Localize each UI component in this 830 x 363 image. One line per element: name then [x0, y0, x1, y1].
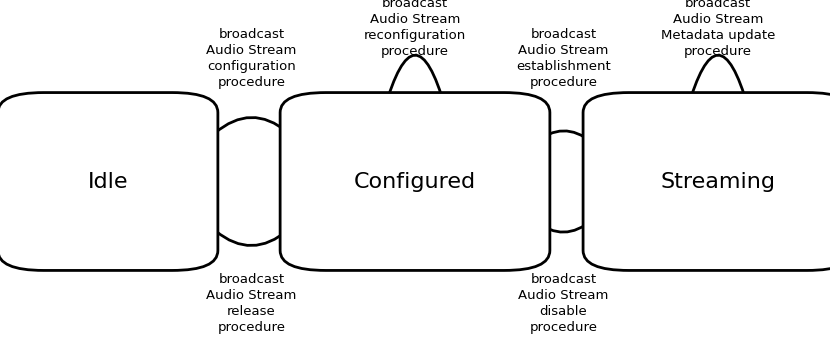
FancyArrowPatch shape — [507, 184, 621, 232]
FancyBboxPatch shape — [281, 93, 550, 270]
Text: broadcast
Audio Stream
configuration
procedure: broadcast Audio Stream configuration pro… — [207, 28, 296, 89]
Text: Configured: Configured — [354, 171, 476, 192]
Text: Streaming: Streaming — [661, 171, 775, 192]
FancyArrowPatch shape — [687, 55, 748, 110]
FancyArrowPatch shape — [506, 131, 620, 179]
FancyArrowPatch shape — [384, 55, 445, 110]
Text: Idle: Idle — [88, 171, 128, 192]
Text: broadcast
Audio Stream
Metadata update
procedure: broadcast Audio Stream Metadata update p… — [661, 0, 775, 58]
Text: broadcast
Audio Stream
reconfiguration
procedure: broadcast Audio Stream reconfiguration p… — [364, 0, 466, 58]
FancyArrowPatch shape — [178, 118, 324, 179]
Text: broadcast
Audio Stream
release
procedure: broadcast Audio Stream release procedure — [207, 273, 296, 334]
Text: broadcast
Audio Stream
establishment
procedure: broadcast Audio Stream establishment pro… — [516, 28, 611, 89]
FancyBboxPatch shape — [0, 93, 217, 270]
FancyArrowPatch shape — [179, 184, 325, 245]
Text: broadcast
Audio Stream
disable
procedure: broadcast Audio Stream disable procedure — [519, 273, 608, 334]
FancyBboxPatch shape — [583, 93, 830, 270]
